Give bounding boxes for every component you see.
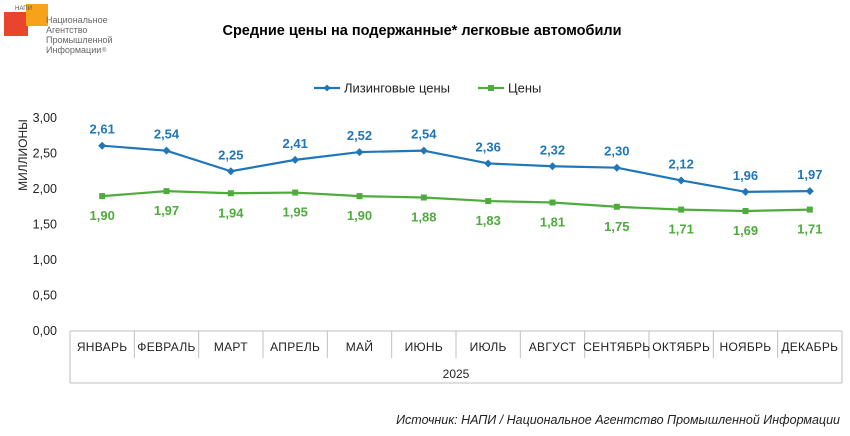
legend-item: Лизинговые цены — [314, 81, 450, 96]
data-point — [99, 193, 106, 200]
data-point — [742, 208, 749, 215]
legend-label: Лизинговые цены — [344, 81, 450, 96]
series-1: 2,61 2,54 2,25 2,41 2,52 2,54 2,36 2,32 2,30 2,12… — [90, 122, 822, 196]
y-tick-label: 2,00 — [33, 182, 57, 196]
data-point — [549, 199, 556, 206]
y-tick-label: 2,50 — [33, 147, 57, 161]
data-point — [227, 190, 234, 197]
x-tick-label: МАЙ — [346, 339, 374, 354]
data-label: 1,97 — [154, 203, 179, 218]
x-tick-label: АВГУСТ — [529, 340, 577, 354]
x-tick-label: ЯНВАРЬ — [77, 340, 128, 354]
x-tick-label: ДЕКАБРЬ — [781, 340, 838, 354]
data-label: 1,81 — [540, 214, 565, 229]
data-label: 1,97 — [797, 167, 822, 182]
data-point — [805, 187, 814, 196]
logo-red-square — [4, 12, 28, 36]
data-point — [292, 189, 299, 196]
data-point — [613, 203, 620, 210]
data-point — [356, 193, 363, 200]
legend-marker — [488, 85, 494, 91]
x-tick-label: ИЮЛЬ — [470, 340, 507, 354]
x-tick-label: МАРТ — [214, 340, 248, 354]
data-label: 2,41 — [283, 136, 308, 151]
y-axis-label: МИЛЛИОНЫ — [16, 119, 30, 191]
logo-line-1: Национальное — [46, 15, 108, 25]
x-tick-label: СЕНТЯБРЬ — [583, 340, 650, 354]
x-tick-label: НОЯБРЬ — [720, 340, 772, 354]
series-2: 1,90 1,97 1,94 1,95 1,90 1,88 1,83 1,81 1,75 1,71… — [90, 188, 822, 238]
x-tick-label: ФЕВРАЛЬ — [137, 340, 195, 354]
y-tick-label: 3,00 — [33, 111, 57, 125]
data-point — [419, 146, 428, 155]
data-label: 1,88 — [411, 210, 436, 225]
data-point — [98, 141, 107, 150]
data-point — [355, 148, 364, 157]
x-tick-label: ИЮНЬ — [405, 340, 444, 354]
legend-marker — [323, 84, 331, 92]
data-label: 1,83 — [476, 213, 501, 228]
legend-label: Цены — [508, 81, 541, 96]
data-label: 2,54 — [154, 127, 180, 142]
logo-line-4: Информации — [46, 45, 101, 55]
data-point — [741, 187, 750, 196]
y-tick-label: 1,50 — [33, 218, 57, 232]
data-label: 1,90 — [347, 208, 372, 223]
logo-line-2: Агентство — [46, 25, 87, 35]
logo-line-3: Промышленной — [46, 35, 113, 45]
data-point — [162, 146, 171, 155]
chart-legend: Лизинговые цены Цены — [314, 81, 541, 96]
y-tick-label: 0,50 — [33, 289, 57, 303]
data-point — [485, 198, 492, 205]
data-label: 2,12 — [669, 156, 694, 171]
data-label: 1,69 — [733, 223, 758, 238]
data-point — [291, 155, 300, 164]
data-point — [806, 206, 813, 213]
data-label: 2,30 — [604, 144, 629, 159]
y-axis-ticks: 0,00 0,50 1,00 1,50 2,00 2,50 3,00 — [33, 111, 57, 338]
data-label: 1,94 — [218, 205, 244, 220]
data-label: 1,75 — [604, 219, 629, 234]
napi-logo: НАПИ Национальное Агентство Промышленной… — [4, 4, 113, 55]
data-point — [612, 163, 621, 172]
data-label: 2,61 — [90, 122, 115, 137]
data-point — [226, 167, 235, 176]
data-label: 2,52 — [347, 128, 372, 143]
data-point — [678, 206, 685, 213]
data-label: 1,71 — [797, 222, 822, 237]
y-tick-label: 1,00 — [33, 253, 57, 267]
source-note: Источник: НАПИ / Национальное Агентство … — [396, 413, 840, 427]
data-point — [677, 176, 686, 185]
logo-orange-square — [26, 4, 48, 26]
data-point — [548, 162, 557, 171]
y-tick-label: 0,00 — [33, 324, 57, 338]
logo-mark: ® — [102, 47, 107, 54]
data-label: 1,71 — [669, 222, 694, 237]
data-label: 2,32 — [540, 142, 565, 157]
series-line — [102, 144, 810, 193]
legend-item: Цены — [478, 81, 541, 96]
x-axis: ЯНВАРЬ ФЕВРАЛЬ МАРТ АПРЕЛЬ МАЙ ИЮНЬ ИЮЛЬ АВГУСТ… — [69, 330, 843, 384]
data-label: 2,54 — [411, 127, 437, 142]
logo-abbr: НАПИ — [15, 6, 32, 12]
data-label: 2,36 — [476, 139, 501, 154]
data-label: 1,95 — [283, 205, 308, 220]
data-label: 1,90 — [90, 208, 115, 223]
data-point — [420, 194, 427, 201]
x-axis-label: 2025 — [443, 367, 470, 381]
x-tick-label: ОКТЯБРЬ — [652, 340, 710, 354]
x-tick-label: АПРЕЛЬ — [270, 340, 320, 354]
series-line — [102, 190, 810, 213]
data-point — [163, 188, 170, 195]
chart-title: Средние цены на подержанные* легковые ав… — [222, 23, 621, 39]
data-point — [484, 159, 493, 168]
series-layer: 2,61 2,54 2,25 2,41 2,52 2,54 2,36 2,32 2,30 2,12… — [90, 122, 823, 238]
data-label: 2,25 — [218, 147, 243, 162]
data-label: 1,96 — [733, 168, 758, 183]
